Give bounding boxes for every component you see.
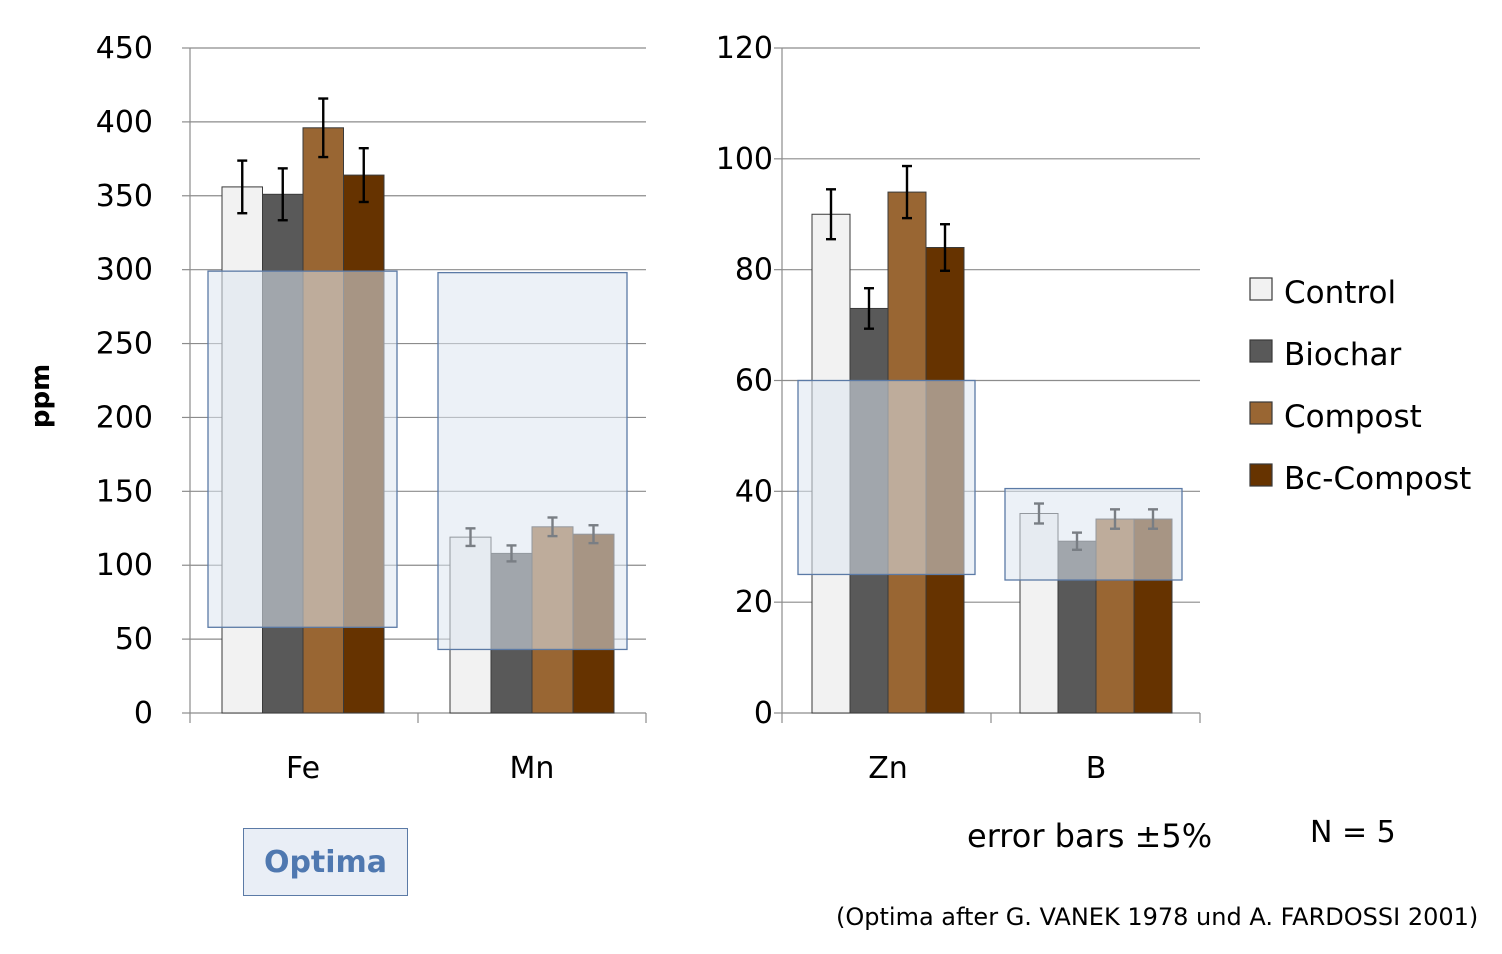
y-tick-label: 450 [96,31,153,66]
y-tick-label: 50 [115,622,153,657]
y-tick-label: 400 [96,105,153,140]
y-tick-label: 200 [96,400,153,435]
y-tick-label: 40 [735,474,773,509]
y-tick-label: 60 [735,364,773,399]
y-tick-label: 80 [735,253,773,288]
legend-swatch-compost [1249,401,1273,425]
y-tick-label: 100 [96,548,153,583]
error-bars-note: error bars ±5% [967,817,1213,855]
y-tick-label: 250 [96,327,153,362]
x-category-label: Fe [286,751,320,786]
legend-label: Control [1284,275,1396,311]
x-category-label: Mn [510,751,555,786]
optima-range-box [1004,487,1183,581]
legend-swatch-bc-compost [1249,463,1273,487]
n-note: N = 5 [1310,815,1396,850]
source-note: (Optima after G. VANEK 1978 und A. FARDO… [836,903,1479,931]
chart-panel-zn-b: 0 20 40 60 80 100 120 Zn B [716,31,1201,786]
chart-panel-fe-mn: 0 50 100 150 200 250 300 350 400 450 Fe Mn [96,31,647,786]
legend-swatch-control [1249,277,1273,301]
optima-range-box [797,379,976,576]
y-tick-label: 0 [754,696,773,731]
y-axis-label: ppm [26,364,56,428]
legend-label: Biochar [1284,337,1402,373]
optima-label: Optima [263,844,388,880]
y-tick-label: 150 [96,474,153,509]
y-tick-label: 100 [716,142,773,177]
y-tick-label: 350 [96,179,153,214]
y-tick-label: 0 [134,696,153,731]
y-tick-label: 120 [716,31,773,66]
legend-label: Bc-Compost [1284,461,1471,497]
y-tick-label: 20 [735,585,773,620]
x-category-label: Zn [868,751,908,786]
legend-swatch-biochar [1249,339,1273,363]
optima-range-box [207,270,398,628]
y-tick-label: 300 [96,253,153,288]
legend-label: Compost [1284,399,1422,435]
x-category-label: B [1086,751,1107,786]
legend: Control Biochar Compost Bc-Compost [1249,275,1471,497]
optima-range-box [437,271,628,651]
optima-legend-box: Optima [243,828,408,896]
